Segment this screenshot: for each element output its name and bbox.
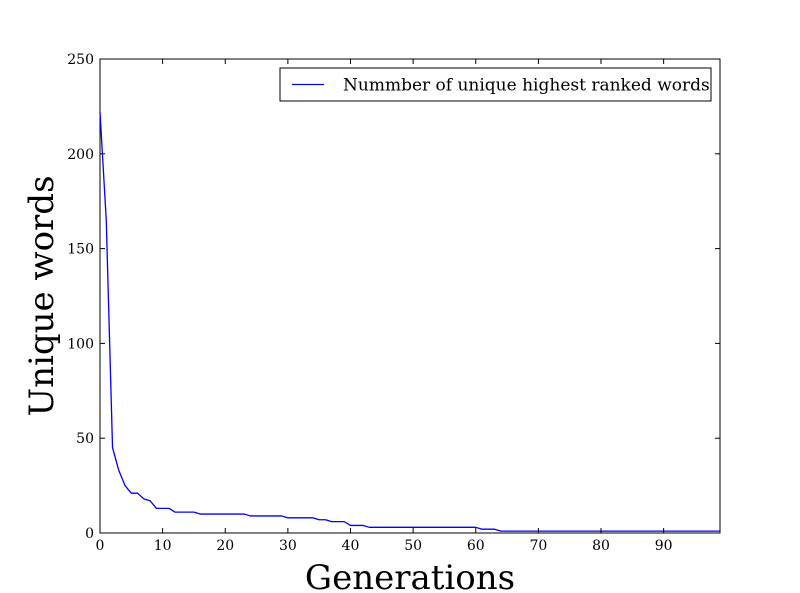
y-tick-label: 150	[67, 242, 94, 258]
legend: Nummber of unique highest ranked words	[279, 67, 712, 102]
axis-ticks: 0 10 20 30 40 50 60 70 80 90 0 50 100 150 200 250	[67, 52, 720, 554]
series-line-0	[99, 112, 720, 532]
y-tick-label: 50	[76, 431, 94, 447]
x-tick-label: 40	[342, 538, 360, 554]
y-tick-label: 0	[85, 526, 94, 542]
x-tick-label: 60	[467, 538, 485, 554]
plot-frame	[99, 58, 721, 534]
x-tick-label: 50	[404, 538, 422, 554]
x-axis-title: Generations	[305, 558, 515, 593]
x-tick-label: 10	[154, 538, 172, 554]
series-layer	[99, 112, 720, 532]
y-tick-label: 100	[67, 336, 94, 352]
x-tick-label: 20	[216, 538, 234, 554]
x-tick-label: 90	[655, 538, 673, 554]
x-tick-label: 0	[96, 538, 105, 554]
plot-area	[99, 58, 721, 534]
y-tick-label: 200	[67, 147, 94, 163]
x-tick-label: 30	[279, 538, 297, 554]
legend-label: Nummber of unique highest ranked words	[343, 76, 710, 96]
x-tick-label: 80	[592, 538, 610, 554]
y-tick-label: 250	[67, 52, 94, 68]
x-tick-label: 70	[529, 538, 547, 554]
legend-box	[279, 67, 712, 102]
y-axis-title: Unique words	[22, 175, 62, 416]
